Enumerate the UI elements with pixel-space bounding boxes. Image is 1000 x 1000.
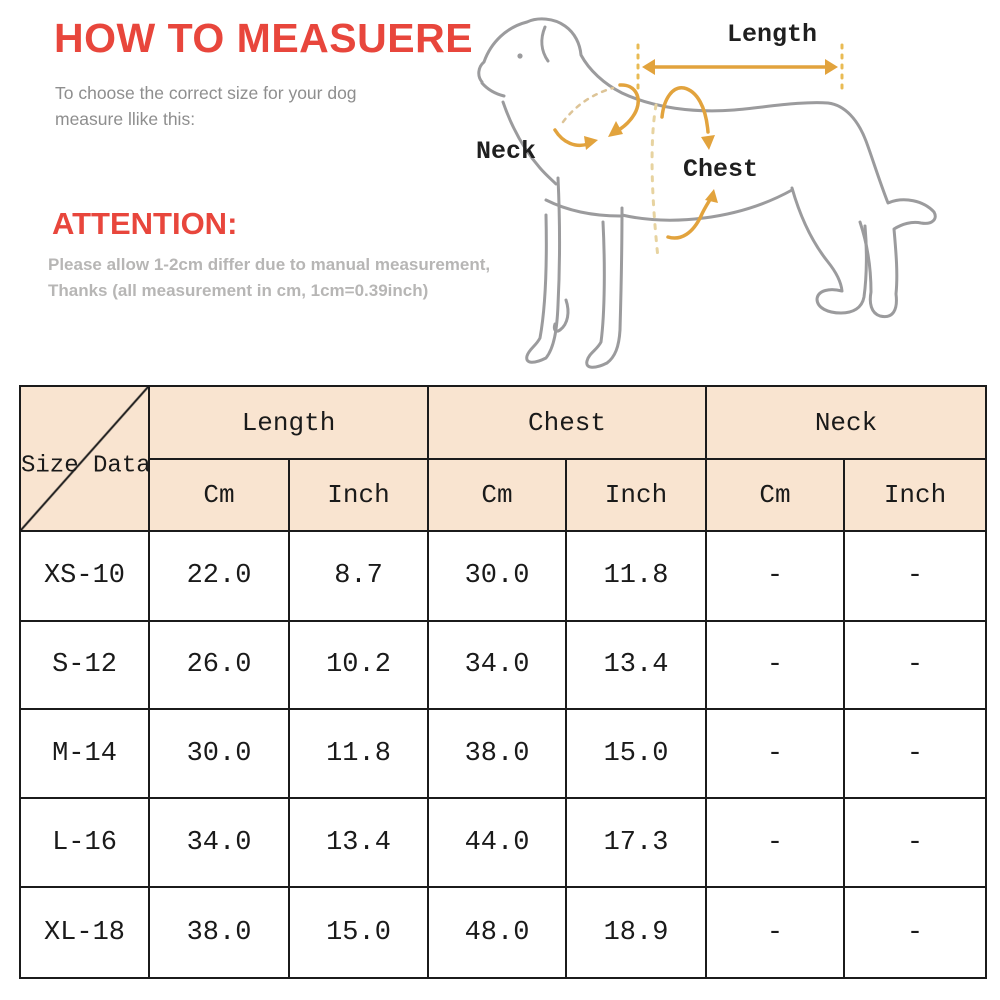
attention-note-line-2: Thanks (all measurement in cm, 1cm=0.39i… [48,281,429,300]
table-cell: 10.2 [288,620,429,710]
dog-toe-detail [552,298,570,333]
dog-chest-bottom [544,198,622,218]
table-row: M-14 30.0 11.8 38.0 15.0 - - [19,708,988,799]
attention-note: Please allow 1-2cm differ due to manual … [48,252,490,304]
attention-note-line-1: Please allow 1-2cm differ due to manual … [48,255,491,274]
table-cell: 48.0 [427,886,567,979]
dog-outline [477,17,937,319]
table-row: L-16 34.0 13.4 44.0 17.3 - - [19,797,988,888]
table-row: XL-18 38.0 15.0 48.0 18.9 - - [19,886,988,979]
table-group-header-row: Size Data Length Chest Neck [19,385,988,532]
attention-title: ATTENTION: [52,206,238,241]
table-cell: 38.0 [148,886,290,979]
size-label: S-12 [19,620,150,710]
table-cell: - [705,708,846,799]
dog-neck-front [501,100,558,186]
dog-inner-ear [540,25,550,63]
neck-arrowhead-down [608,121,623,137]
table-cell: 13.4 [288,797,429,888]
dog-eye [517,53,523,59]
size-table: Size Data Length Chest Neck Cm Inch Cm I… [19,385,988,979]
unit-header-neck-inch: Inch [843,458,988,532]
unit-header-length-inch: Inch [288,458,429,532]
unit-header-chest-inch: Inch [564,458,708,532]
dog-measurement-diagram: Length Neck Chest [476,17,937,369]
length-label: Length [727,20,817,49]
dog-front-leg-far [585,206,624,369]
group-header-neck: Neck [705,385,988,460]
table-cell: - [705,797,846,888]
chest-arc-bottom [666,196,713,240]
table-cell: 22.0 [148,530,290,622]
neck-dashed-arc [561,86,615,124]
table-cell: 18.9 [564,886,708,979]
length-arrowhead-right [825,59,838,75]
unit-header-neck-cm: Cm [705,458,846,532]
dog-belly [620,188,794,222]
table-cell: - [843,708,988,799]
size-label: XS-10 [19,530,150,622]
table-cell: - [705,530,846,622]
subtitle-line-1: To choose the correct size for your dog [55,83,357,103]
table-cell: 34.0 [148,797,290,888]
length-arrowhead-left [642,59,655,75]
corner-label: Size Data [21,452,151,480]
dog-mouth [480,81,506,98]
table-cell: 13.4 [564,620,708,710]
table-cell: 8.7 [288,530,429,622]
chest-dashed-line [650,103,660,260]
neck-arrow-down [615,83,640,133]
table-unit-header-row: Cm Inch Cm Inch Cm Inch [20,458,988,532]
group-header-length: Length [148,385,429,460]
table-cell: 15.0 [564,708,708,799]
table-row: XS-10 22.0 8.7 30.0 11.8 - - [19,530,988,622]
how-to-subtitle: To choose the correct size for your dog … [55,80,357,132]
table-cell: - [843,886,988,979]
neck-arrow-right [553,128,590,148]
unit-header-length-cm: Cm [148,458,290,532]
chest-label: Chest [683,155,758,184]
table-cell: 30.0 [427,530,567,622]
dog-front-leg-near [525,176,561,364]
neck-arrowhead-right [584,136,598,150]
dog-rear-leg-near [790,186,868,315]
table-cell: 44.0 [427,797,567,888]
table-cell: 34.0 [427,620,567,710]
table-cell: 26.0 [148,620,290,710]
table-cell: - [705,886,846,979]
table-cell: - [843,620,988,710]
chest-arc-top [660,86,710,134]
page-title: HOW TO MEASUERE [54,15,474,61]
table-cell: 17.3 [564,797,708,888]
chest-arrowhead-up [705,189,718,203]
table-row: S-12 26.0 10.2 34.0 13.4 - - [19,620,988,710]
table-cell: 15.0 [288,886,429,979]
size-label: L-16 [19,797,150,888]
size-table-corner-cell: Size Data [19,385,151,532]
table-cell: 30.0 [148,708,290,799]
table-cell: 38.0 [427,708,567,799]
table-cell: - [843,530,988,622]
table-cell: 11.8 [564,530,708,622]
table-cell: - [843,797,988,888]
unit-header-chest-cm: Cm [427,458,567,532]
group-header-chest: Chest [426,385,708,460]
neck-label: Neck [476,137,536,166]
table-cell: 11.8 [288,708,429,799]
table-cell: - [705,620,846,710]
chest-arrowhead-down [701,135,715,150]
size-label: M-14 [19,708,150,799]
subtitle-line-2: measure llike this: [55,109,196,129]
size-label: XL-18 [19,886,150,979]
